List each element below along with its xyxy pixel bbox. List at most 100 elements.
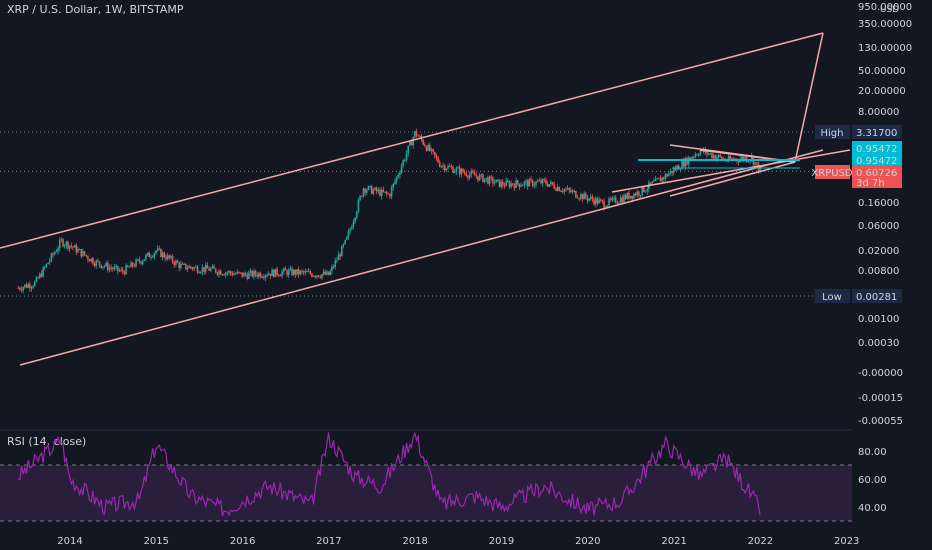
candle-body <box>400 165 403 173</box>
candle-body <box>528 179 531 187</box>
candle-body <box>97 260 99 262</box>
candle-body <box>370 186 373 194</box>
time-tick-label: 2021 <box>661 536 686 547</box>
candle-body <box>58 240 61 249</box>
candle-body <box>133 265 136 267</box>
level-tag-1-bg <box>852 141 902 155</box>
price-tick-label: 0.16000 <box>858 198 899 209</box>
candle-body <box>75 245 78 253</box>
price-tick-label: 0.02000 <box>858 246 899 257</box>
price-tick-label: 0.00800 <box>858 266 899 277</box>
candle-body <box>588 198 590 201</box>
candle-body <box>239 272 242 274</box>
candle-body <box>478 175 481 181</box>
candle-body <box>198 272 200 274</box>
candle-body <box>407 145 410 154</box>
candle-body <box>248 272 250 279</box>
candle-body <box>216 272 219 275</box>
candle-body <box>60 239 63 241</box>
candle-body <box>483 178 486 182</box>
candle-body <box>130 262 132 267</box>
candle-body <box>586 197 589 201</box>
candle-body <box>43 266 46 268</box>
candle-body <box>490 176 493 178</box>
candle-body <box>561 190 564 192</box>
candle-body <box>596 198 599 204</box>
candle-body <box>292 270 295 275</box>
candle-body <box>281 271 283 276</box>
candle-body <box>566 188 569 190</box>
candle-body <box>158 248 161 250</box>
candle-body <box>613 197 615 199</box>
candle-body <box>186 268 189 270</box>
candle-body <box>105 262 107 266</box>
candle-body <box>34 281 36 287</box>
candle-body <box>636 191 639 196</box>
candle-body <box>346 236 348 240</box>
candle-body <box>341 245 343 257</box>
candle-body <box>589 196 592 199</box>
candle-body <box>116 266 119 271</box>
candle-body <box>199 271 202 273</box>
candle-body <box>535 181 537 185</box>
candle-body <box>70 245 73 247</box>
candle-body <box>171 256 174 262</box>
candle-body <box>136 259 139 261</box>
candle-body <box>45 263 48 267</box>
candle-body <box>160 248 162 258</box>
candle-body <box>87 256 89 260</box>
candle-body <box>666 174 668 177</box>
candle-body <box>244 272 247 275</box>
candle-body <box>422 139 424 145</box>
candle-body <box>321 274 323 278</box>
candle-body <box>671 170 673 173</box>
candle-body <box>145 254 147 260</box>
candle-body <box>538 180 541 182</box>
chart-title: XRP / U.S. Dollar, 1W, BITSTAMP <box>7 3 184 16</box>
time-tick-label: 2019 <box>489 536 514 547</box>
candle-body <box>219 270 222 275</box>
candle-body <box>183 263 185 265</box>
candle-body <box>229 271 232 274</box>
candle-body <box>706 149 708 155</box>
candle-body <box>624 195 627 199</box>
candle-body <box>575 191 577 198</box>
candle-body <box>128 266 131 268</box>
candle-body <box>326 271 328 275</box>
candle-body <box>531 180 534 186</box>
candle-body <box>151 256 154 258</box>
candle-body <box>415 130 418 136</box>
candle-body <box>214 268 217 273</box>
candle-body <box>140 261 142 264</box>
candle-body <box>161 252 164 258</box>
candle-body <box>686 157 688 165</box>
candle-body <box>284 268 287 271</box>
candle-body <box>271 269 273 277</box>
candle-body <box>585 193 587 198</box>
countdown-bg <box>852 176 902 188</box>
candle-body <box>536 181 539 183</box>
trendline <box>19 149 824 366</box>
candle-body <box>291 268 293 275</box>
candle-body <box>430 149 433 151</box>
rsi-title: RSI (14, close) <box>7 435 87 448</box>
candle-body <box>123 271 126 275</box>
candle-body <box>316 275 318 277</box>
candle-body <box>460 168 463 175</box>
candle-body <box>77 249 79 253</box>
low-tag-bg <box>852 289 902 303</box>
candle-body <box>692 156 695 158</box>
candle-body <box>367 186 370 190</box>
candle-body <box>274 268 277 277</box>
candle-body <box>516 180 519 184</box>
candle-body <box>558 186 561 192</box>
price-tick-label: 0.00030 <box>858 338 899 349</box>
candle-body <box>19 287 21 290</box>
candle-body <box>17 287 20 289</box>
candle-body <box>619 197 622 203</box>
candle-body <box>565 189 567 191</box>
candle-body <box>80 249 83 257</box>
rsi-tick-label: 40.00 <box>858 503 887 514</box>
candle-body <box>581 194 584 200</box>
